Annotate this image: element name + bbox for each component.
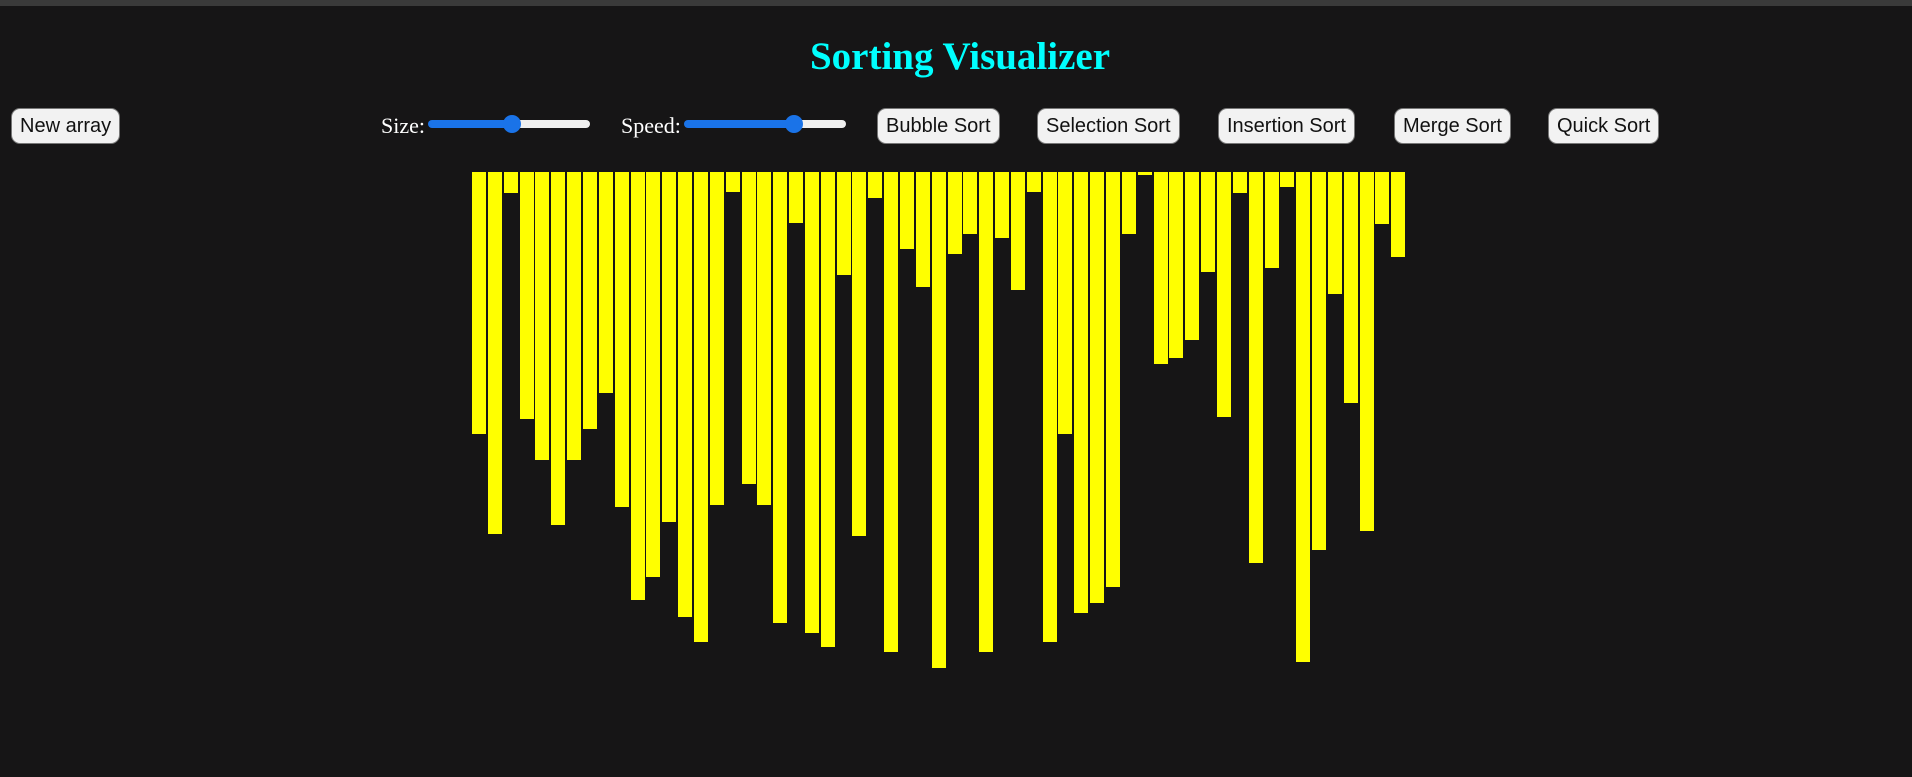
array-bar: [1248, 172, 1263, 563]
array-bar: [1042, 172, 1057, 642]
array-bar: [487, 172, 502, 534]
new-array-button[interactable]: New array: [11, 108, 121, 144]
array-bar: [646, 172, 661, 577]
array-bar: [1312, 172, 1326, 550]
bubble-sort-button[interactable]: Bubble Sort: [877, 108, 1000, 144]
size-label: Size:: [381, 113, 425, 138]
array-bar: [741, 172, 756, 484]
page-title: Sorting Visualizer: [809, 35, 1111, 78]
array-bar: [567, 172, 582, 460]
array-bar: [836, 172, 851, 275]
array-bar: [1010, 172, 1025, 290]
array-bar: [1153, 172, 1168, 364]
array-bar: [1201, 172, 1216, 272]
array-bar: [551, 172, 566, 525]
array-bar: [519, 172, 534, 419]
array-bar: [709, 172, 724, 505]
array-bar: [979, 172, 994, 652]
array-bar: [1185, 172, 1200, 340]
array-bar: [868, 172, 883, 198]
array-bar: [1232, 172, 1247, 193]
array-bar: [1359, 172, 1374, 531]
array-bar: [725, 172, 740, 192]
array-bar: [693, 172, 708, 642]
array-bar: [1169, 172, 1184, 358]
array-bar: [503, 172, 518, 193]
insertion-sort-button[interactable]: Insertion Sort: [1218, 108, 1355, 144]
array-bar: [662, 172, 677, 522]
array-bar: [1216, 172, 1231, 417]
array-bar: [995, 172, 1009, 238]
array-bar: [1137, 172, 1152, 175]
array-bar: [1296, 172, 1311, 662]
array-bar: [583, 172, 597, 429]
array-bar: [947, 172, 962, 254]
speed-label: Speed:: [621, 113, 681, 138]
array-bar: [931, 172, 946, 668]
size-slider[interactable]: [428, 114, 590, 134]
array-bar: [1375, 172, 1390, 224]
array-bar: [1058, 172, 1073, 434]
array-bar: [884, 172, 899, 652]
array-bar: [1264, 172, 1279, 268]
array-bar: [1391, 172, 1406, 257]
array-bar: [630, 172, 645, 600]
browser-top-strip: [0, 0, 1912, 6]
array-bar: [852, 172, 867, 536]
selection-sort-button[interactable]: Selection Sort: [1037, 108, 1180, 144]
array-bar: [1106, 172, 1120, 587]
array-bar: [614, 172, 629, 507]
speed-slider[interactable]: [684, 114, 846, 134]
array-bar: [773, 172, 788, 623]
array-bar: [598, 172, 613, 393]
array-bar: [757, 172, 772, 505]
array-bar: [900, 172, 914, 249]
array-bar: [915, 172, 930, 287]
array-bar: [789, 172, 803, 223]
array-bar: [1343, 172, 1358, 403]
quick-sort-button[interactable]: Quick Sort: [1548, 108, 1660, 144]
array-bar: [1121, 172, 1136, 234]
array-bar: [1280, 172, 1295, 187]
array-bar: [678, 172, 692, 617]
merge-sort-button[interactable]: Merge Sort: [1394, 108, 1511, 144]
array-bar: [1327, 172, 1342, 294]
array-bar: [1074, 172, 1089, 613]
array-bar: [804, 172, 819, 633]
array-bar: [535, 172, 550, 460]
array-bar: [1026, 172, 1041, 192]
array-bar: [820, 172, 835, 647]
array-bar: [1090, 172, 1105, 603]
array-bar: [963, 172, 978, 234]
array-bar: [472, 172, 486, 434]
